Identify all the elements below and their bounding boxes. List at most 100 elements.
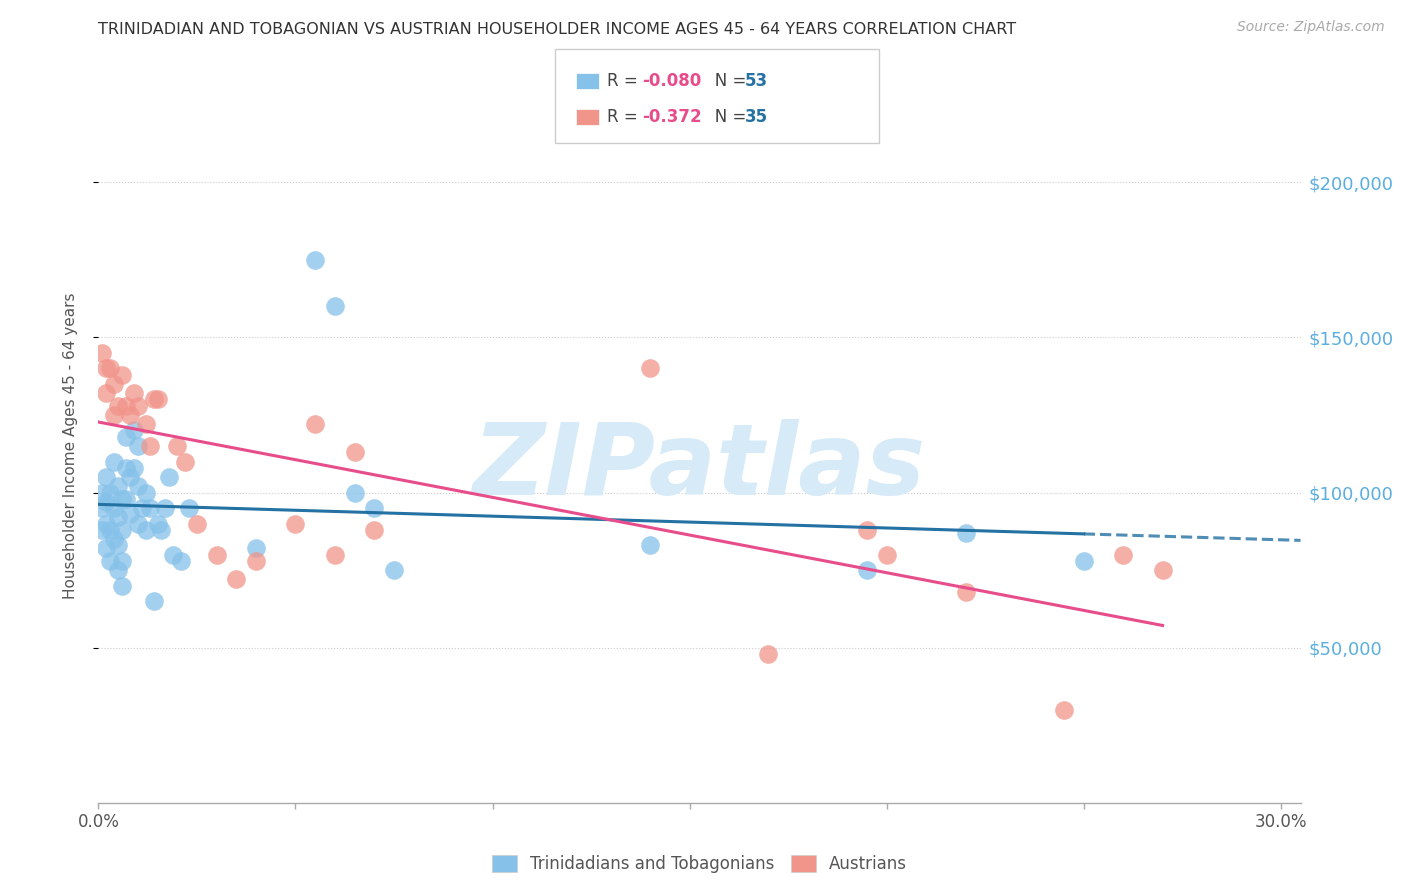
Text: N =: N = <box>699 108 751 126</box>
Text: R =: R = <box>607 72 644 90</box>
Point <box>205 548 228 562</box>
Point <box>98 523 121 537</box>
Point <box>245 541 267 556</box>
Point <box>98 361 121 376</box>
Point <box>363 523 385 537</box>
Point <box>142 392 165 407</box>
Point <box>135 485 157 500</box>
Point <box>122 424 145 438</box>
Point <box>225 573 247 587</box>
Point <box>127 479 149 493</box>
Text: -0.080: -0.080 <box>643 72 702 90</box>
Point <box>127 399 149 413</box>
Point <box>955 584 977 599</box>
Point <box>135 417 157 432</box>
Point <box>127 439 149 453</box>
Point <box>166 439 188 453</box>
Point <box>107 538 129 552</box>
Point <box>323 548 346 562</box>
Point <box>876 548 898 562</box>
Text: ZIPatlas: ZIPatlas <box>472 419 927 516</box>
Point <box>343 445 366 459</box>
Point <box>115 491 138 506</box>
Point <box>170 554 193 568</box>
Point <box>107 563 129 577</box>
Point <box>157 470 180 484</box>
Point <box>150 523 173 537</box>
Point <box>103 454 125 468</box>
Point <box>363 501 385 516</box>
Point <box>111 523 134 537</box>
Point <box>91 501 114 516</box>
Point <box>142 594 165 608</box>
Point <box>856 523 879 537</box>
Point <box>103 501 125 516</box>
Point <box>103 532 125 546</box>
Point <box>1053 703 1076 717</box>
Point <box>96 386 118 401</box>
Point <box>304 417 326 432</box>
Point <box>111 368 134 382</box>
Point <box>304 252 326 267</box>
Point <box>638 361 661 376</box>
Point <box>96 516 118 531</box>
Point <box>122 386 145 401</box>
Point <box>122 460 145 475</box>
Point <box>111 491 134 506</box>
Point <box>115 430 138 444</box>
Point <box>118 470 141 484</box>
Text: TRINIDADIAN AND TOBAGONIAN VS AUSTRIAN HOUSEHOLDER INCOME AGES 45 - 64 YEARS COR: TRINIDADIAN AND TOBAGONIAN VS AUSTRIAN H… <box>98 22 1017 37</box>
Point <box>91 523 114 537</box>
Text: R =: R = <box>607 108 644 126</box>
Point <box>1112 548 1135 562</box>
Point <box>96 541 118 556</box>
Point <box>382 563 405 577</box>
Point <box>177 501 200 516</box>
Point <box>758 647 780 661</box>
Point <box>111 579 134 593</box>
Point <box>107 399 129 413</box>
Point <box>115 399 138 413</box>
Point <box>118 408 141 422</box>
Point <box>96 470 118 484</box>
Point <box>186 516 208 531</box>
Point <box>118 508 141 522</box>
Point <box>103 408 125 422</box>
Point <box>91 346 114 360</box>
Text: 35: 35 <box>745 108 768 126</box>
Text: 53: 53 <box>745 72 768 90</box>
Point <box>103 376 125 391</box>
Point <box>111 554 134 568</box>
Point <box>245 554 267 568</box>
Point <box>138 439 160 453</box>
Point <box>146 392 169 407</box>
Point <box>98 485 121 500</box>
Point <box>1152 563 1174 577</box>
Point <box>96 361 118 376</box>
Point <box>323 299 346 313</box>
Point <box>162 548 184 562</box>
Point <box>955 525 977 540</box>
Point <box>131 501 153 516</box>
Text: -0.372: -0.372 <box>643 108 702 126</box>
Point <box>135 523 157 537</box>
Point <box>284 516 307 531</box>
Y-axis label: Householder Income Ages 45 - 64 years: Householder Income Ages 45 - 64 years <box>63 293 77 599</box>
Point <box>107 479 129 493</box>
Point <box>155 501 177 516</box>
Point <box>174 454 197 468</box>
Point <box>98 554 121 568</box>
Point <box>127 516 149 531</box>
Point <box>146 516 169 531</box>
Point <box>856 563 879 577</box>
Point <box>115 460 138 475</box>
Point <box>91 485 114 500</box>
Point <box>343 485 366 500</box>
Point <box>1073 554 1095 568</box>
Text: Source: ZipAtlas.com: Source: ZipAtlas.com <box>1237 20 1385 34</box>
Point <box>138 501 160 516</box>
Text: N =: N = <box>699 72 751 90</box>
Point <box>96 495 118 509</box>
Point <box>107 510 129 524</box>
Legend: Trinidadians and Tobagonians, Austrians: Trinidadians and Tobagonians, Austrians <box>485 848 914 880</box>
